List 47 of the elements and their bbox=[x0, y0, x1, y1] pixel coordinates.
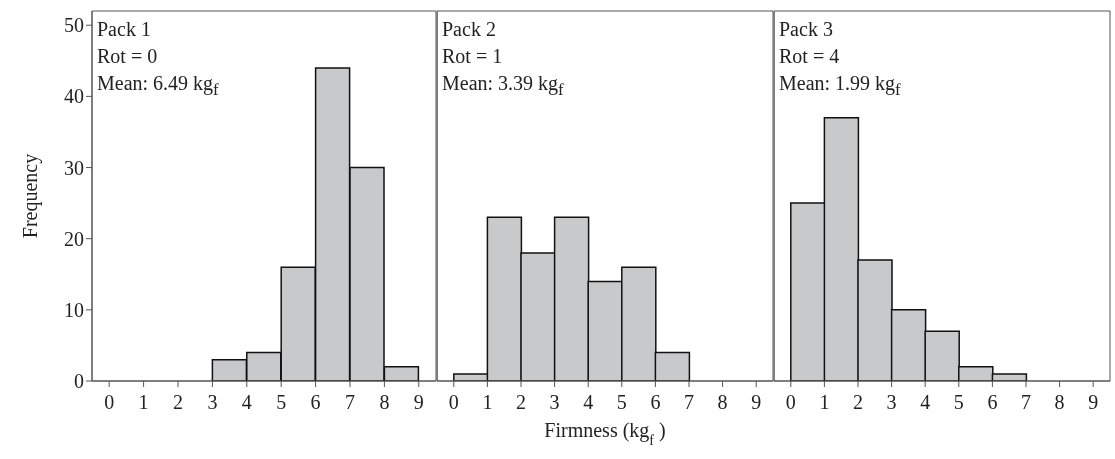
x-tick-label: 5 bbox=[616, 391, 627, 414]
x-tick-label: 7 bbox=[684, 391, 694, 414]
annotation: Rot = 4 bbox=[779, 44, 841, 69]
y-tick-label: 30 bbox=[64, 156, 84, 179]
y-tick-label: 0 bbox=[74, 370, 84, 393]
annotation: Rot = 1 bbox=[442, 44, 504, 69]
y-tick-label: 10 bbox=[64, 298, 84, 321]
annotation: Pack 2 bbox=[442, 17, 497, 42]
x-tick-label: 0 bbox=[448, 391, 459, 414]
y-axis-title: Frequency bbox=[19, 153, 42, 239]
x-tick-label: 8 bbox=[717, 391, 728, 414]
x-tick-label: 6 bbox=[650, 391, 661, 414]
x-tick-label: 8 bbox=[1054, 391, 1065, 414]
y-tick-label: 40 bbox=[64, 85, 84, 108]
x-tick-label: 9 bbox=[751, 391, 762, 414]
x-tick-label: 2 bbox=[516, 391, 526, 414]
x-tick-label: 7 bbox=[345, 391, 355, 414]
annotation: Mean: 1.99 kg$_{f}$ bbox=[779, 71, 901, 101]
x-tick-label: 8 bbox=[379, 391, 390, 414]
x-tick-label: 3 bbox=[207, 391, 218, 414]
annotation: Pack 1 bbox=[97, 17, 152, 42]
x-tick-label: 9 bbox=[413, 391, 424, 414]
x-tick-label: 1 bbox=[819, 391, 830, 414]
x-tick-label: 3 bbox=[549, 391, 560, 414]
annotation: Mean: 6.49 kg$_{f}$ bbox=[97, 71, 219, 101]
y-tick-label: 20 bbox=[64, 227, 84, 250]
x-tick-label: 1 bbox=[138, 391, 149, 414]
x-tick-label: 4 bbox=[241, 391, 252, 414]
y-tick-label: 50 bbox=[64, 14, 84, 37]
x-tick-label: 2 bbox=[853, 391, 863, 414]
annotation: Pack 3 bbox=[779, 17, 834, 42]
x-tick-label: 7 bbox=[1021, 391, 1031, 414]
x-tick-label: 3 bbox=[886, 391, 897, 414]
x-tick-label: 6 bbox=[310, 391, 321, 414]
x-tick-label: 4 bbox=[920, 391, 931, 414]
x-tick-label: 2 bbox=[173, 391, 183, 414]
x-tick-label: 0 bbox=[104, 391, 115, 414]
x-tick-label: 4 bbox=[583, 391, 594, 414]
x-tick-label: 5 bbox=[953, 391, 964, 414]
x-tick-label: 5 bbox=[276, 391, 287, 414]
x-tick-label: 9 bbox=[1088, 391, 1099, 414]
x-tick-label: 6 bbox=[987, 391, 998, 414]
x-tick-label: 0 bbox=[785, 391, 796, 414]
annotation: Rot = 0 bbox=[97, 44, 159, 69]
x-tick-label: 1 bbox=[482, 391, 493, 414]
annotation: Mean: 3.39 kg$_{f}$ bbox=[442, 71, 564, 101]
x-axis-title: Firmness (kg$_{f}$) bbox=[544, 419, 666, 448]
